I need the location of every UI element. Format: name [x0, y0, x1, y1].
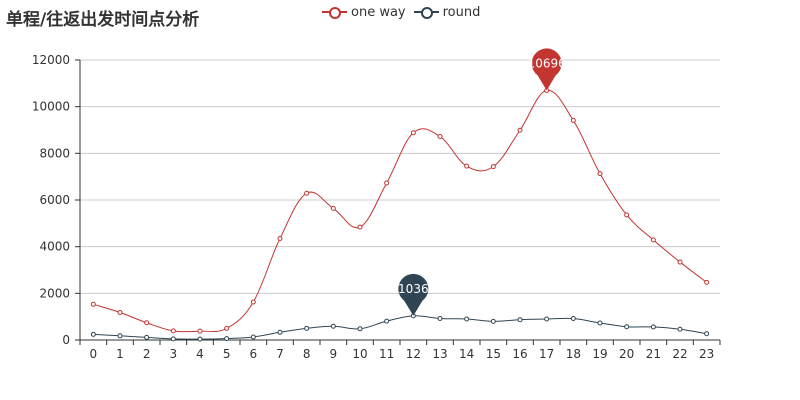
x-tick-label: 14 [459, 347, 474, 361]
data-point-round [570, 316, 576, 322]
x-tick-label: 18 [566, 347, 581, 361]
x-tick-label: 17 [539, 347, 554, 361]
x-tick-label: 22 [672, 347, 687, 361]
legend-label-round: round [442, 4, 481, 20]
x-tick-label: 21 [646, 347, 661, 361]
data-point-round [90, 331, 96, 337]
data-point-one-way [90, 301, 96, 307]
y-tick-label: 8000 [39, 146, 70, 160]
data-point-round [490, 318, 496, 324]
data-point-round [170, 336, 176, 342]
x-tick-label: 19 [592, 347, 607, 361]
data-point-one-way [464, 163, 470, 169]
data-point-round [144, 334, 150, 340]
y-tick-label: 4000 [39, 240, 70, 254]
x-tick-label: 10 [352, 347, 367, 361]
x-tick-label: 7 [276, 347, 284, 361]
data-point-one-way [490, 164, 496, 170]
data-point-one-way [650, 237, 656, 243]
x-tick-label: 15 [486, 347, 501, 361]
y-tick-label: 2000 [39, 286, 70, 300]
mark-pin-one-way [531, 48, 562, 91]
data-point-round [437, 316, 443, 322]
mark-pin-round [398, 273, 429, 316]
x-tick-label: 4 [196, 347, 204, 361]
legend-marker-one-way [322, 5, 347, 19]
data-point-round [250, 334, 256, 340]
data-point-one-way [597, 171, 603, 177]
data-point-round [544, 316, 550, 322]
data-point-round [517, 317, 523, 323]
data-point-round [677, 326, 683, 332]
x-tick-label: 12 [406, 347, 421, 361]
y-tick-label: 0 [62, 333, 70, 347]
data-point-one-way [517, 127, 523, 133]
x-tick-label: 2 [143, 347, 151, 361]
x-tick-label: 8 [303, 347, 311, 361]
data-point-round [330, 323, 336, 329]
data-point-round [117, 333, 123, 339]
data-point-one-way [224, 325, 230, 331]
x-tick-label: 23 [699, 347, 714, 361]
x-tick-label: 20 [619, 347, 634, 361]
x-tick-label: 16 [512, 347, 527, 361]
data-point-one-way [437, 134, 443, 140]
data-point-round [277, 329, 283, 335]
x-tick-label: 6 [250, 347, 258, 361]
x-tick-label: 1 [116, 347, 124, 361]
legend-marker-round [413, 5, 439, 19]
legend-label-one-way: one way [351, 4, 406, 20]
data-point-one-way [570, 117, 576, 123]
y-tick-label: 10000 [32, 100, 70, 114]
data-point-one-way [277, 236, 283, 241]
legend-item-one-way[interactable]: one way [322, 5, 406, 20]
data-point-one-way [624, 212, 630, 218]
x-tick-label: 11 [379, 347, 394, 361]
mark-pin-label-round: 1036 [398, 282, 429, 296]
data-point-one-way [117, 309, 123, 315]
data-point-round [624, 324, 630, 330]
data-point-round [357, 326, 363, 332]
series-line-round [93, 315, 707, 340]
data-point-round [650, 324, 656, 330]
data-point-one-way [170, 328, 176, 334]
data-point-one-way [410, 130, 416, 136]
x-tick-label: 0 [90, 347, 98, 361]
x-tick-label: 3 [170, 347, 178, 361]
x-tick-label: 13 [432, 347, 447, 361]
mark-pin-label-one-way: 10696 [528, 56, 566, 70]
data-point-round [197, 336, 203, 342]
x-tick-label: 5 [223, 347, 231, 361]
legend: one way round [322, 3, 480, 21]
data-point-one-way [144, 320, 150, 326]
y-tick-label: 6000 [39, 193, 70, 207]
data-point-round [224, 336, 230, 342]
data-point-one-way [704, 279, 710, 285]
data-point-one-way [384, 180, 390, 186]
y-tick-label: 12000 [32, 53, 70, 67]
data-point-round [384, 318, 390, 324]
data-point-one-way [357, 224, 363, 230]
data-point-one-way [250, 299, 256, 305]
data-point-one-way [304, 190, 310, 196]
x-tick-label: 9 [330, 347, 338, 361]
data-point-one-way [330, 205, 336, 211]
data-point-round [304, 325, 310, 331]
data-point-round [464, 316, 470, 322]
legend-item-round[interactable]: round [413, 4, 481, 20]
chart-title: 单程/往返出发时间点分析 [6, 10, 200, 30]
data-point-one-way [677, 259, 683, 265]
data-point-round [704, 331, 710, 337]
data-point-round [597, 320, 603, 326]
data-point-one-way [197, 328, 203, 334]
